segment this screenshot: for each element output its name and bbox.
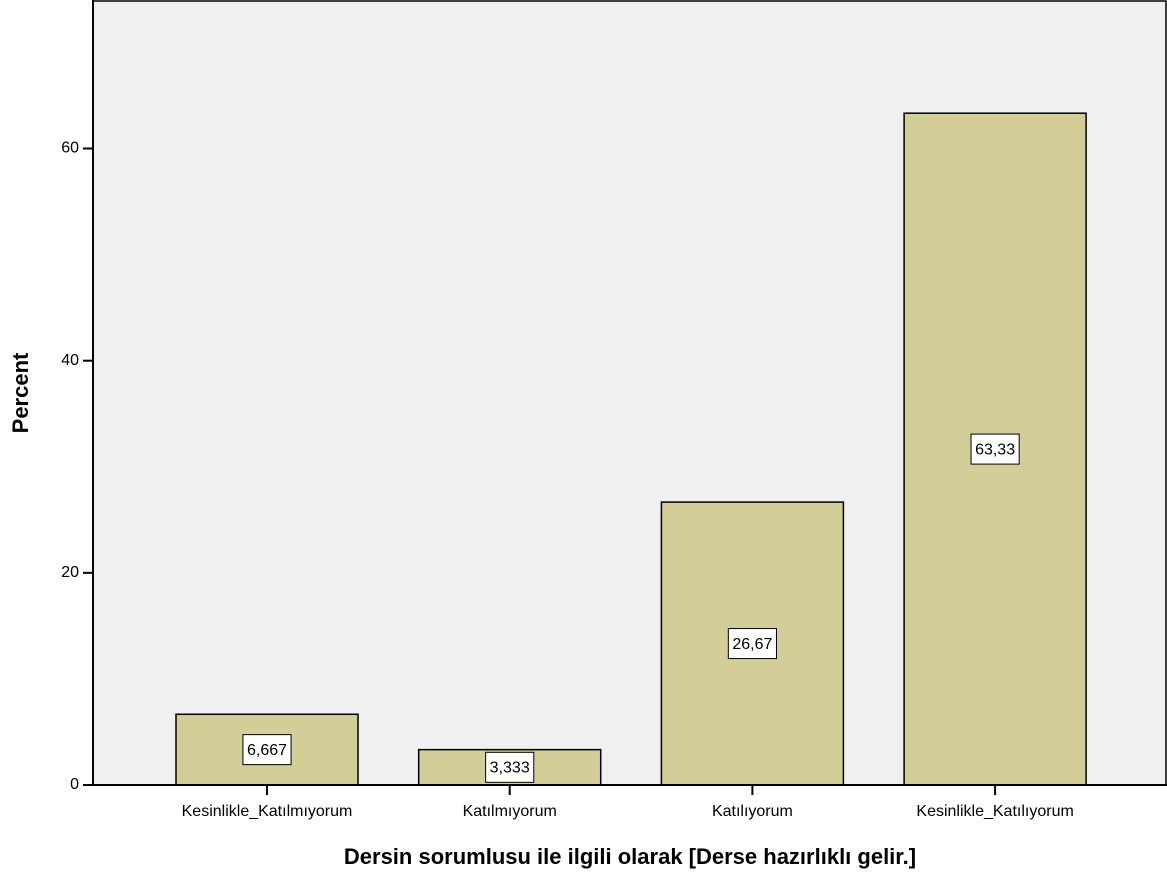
- value-label-box: [727, 628, 777, 660]
- y-tick-label: 0: [70, 776, 79, 793]
- x-tick-label: Kesinlikle_Katılmıyorum: [182, 803, 353, 820]
- value-label: 6,667: [247, 742, 287, 759]
- value-label-box: [242, 734, 292, 766]
- x-tick-label: Kesinlikle_Katılıyorum: [916, 803, 1073, 820]
- y-tick-label: 60: [61, 140, 79, 157]
- y-axis-title: Percent: [8, 352, 33, 433]
- value-label: 63,33: [975, 441, 1015, 458]
- y-tick-label: 20: [61, 564, 79, 581]
- x-tick-label: Katılmıyorum: [463, 803, 557, 820]
- value-label-box: [485, 751, 535, 783]
- x-axis-title: Dersin sorumlusu ile ilgili olarak [Ders…: [344, 844, 916, 869]
- x-tick-label: Katılıyorum: [712, 803, 793, 820]
- y-tick-label: 40: [61, 352, 79, 369]
- value-label-box: [970, 433, 1020, 465]
- value-label: 3,333: [490, 760, 530, 777]
- value-label: 26,67: [732, 636, 772, 653]
